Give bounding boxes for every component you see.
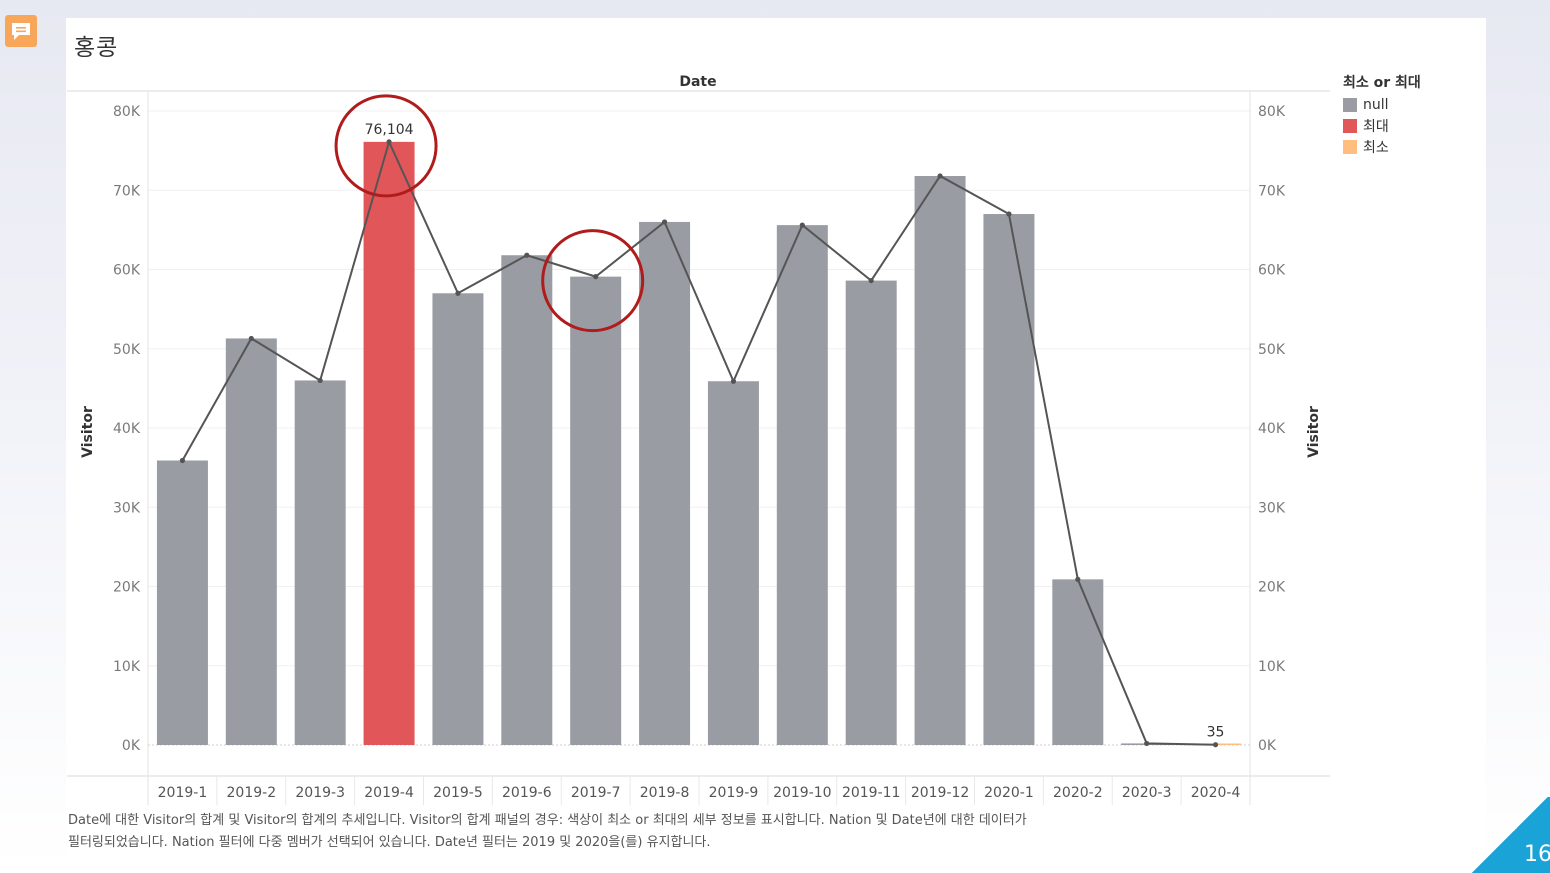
trend-point	[1212, 742, 1219, 748]
legend-swatch	[1343, 139, 1357, 154]
chart-caption: Date에 대한 Visitor의 합계 및 Visitor의 합계의 추세입니…	[68, 810, 1258, 854]
trend-point	[455, 290, 461, 296]
trend-point	[317, 377, 323, 384]
bar-2019-12	[914, 175, 966, 746]
legend-label: null	[1363, 96, 1389, 113]
y-tick-label-right: 80K	[1258, 104, 1286, 120]
trend-line	[179, 138, 1219, 748]
bar-2019-11	[845, 280, 897, 745]
bar-2019-9	[707, 381, 759, 745]
page-corner-badge	[1470, 797, 1550, 873]
trend-line-path	[181, 138, 1216, 746]
y-tick-label-left: 30K	[113, 500, 141, 516]
chart-title: 홍콩	[74, 35, 119, 61]
x-tick-label: 2019-12	[911, 785, 970, 801]
bars	[156, 141, 1242, 746]
trend-point	[1144, 740, 1150, 747]
y-tick-label-right: 40K	[1258, 421, 1286, 437]
chart-frame	[67, 90, 1330, 805]
legend-item[interactable]: 최소	[1343, 136, 1421, 157]
trend-point	[730, 378, 737, 384]
caption-line-1: Date에 대한 Visitor의 합계 및 Visitor의 합계의 추세입니…	[68, 813, 1027, 828]
legend-title: 최소 or 최대	[1343, 75, 1421, 91]
trend-point	[386, 139, 392, 145]
trend-point	[937, 173, 943, 179]
legend-swatch	[1343, 97, 1357, 112]
bar-2019-1	[156, 460, 208, 745]
y-tick-label-left: 60K	[113, 263, 141, 279]
y-tick-label-right: 60K	[1258, 263, 1286, 279]
legend-item[interactable]: null	[1343, 94, 1421, 115]
y-tick-label-left: 0K	[122, 738, 141, 754]
y-tick-label-left: 80K	[113, 104, 141, 120]
bar-2020-2	[1052, 579, 1104, 745]
x-tick-label: 2020-1	[984, 785, 1034, 801]
x-tick-label: 2019-5	[433, 785, 483, 801]
data-label: 35	[1207, 725, 1225, 741]
bar-2019-5	[432, 293, 484, 745]
chart-labels: 0K 0K 10K 10K 20K 20K 30K 30K 40K 40K 50K 50K 60K 60K…	[80, 74, 1322, 801]
y-tick-label-left: 40K	[113, 421, 141, 437]
trend-point	[868, 277, 874, 284]
trend-point	[1006, 211, 1012, 217]
y-tick-label-right: 30K	[1258, 500, 1286, 516]
y-tick-label-right: 10K	[1258, 659, 1286, 675]
caption-line-2: 필터링되었습니다. Nation 필터에 다중 멤버가 선택되어 있습니다. D…	[68, 835, 711, 850]
comment-icon[interactable]	[5, 15, 37, 47]
legend-swatch	[1343, 118, 1357, 133]
x-tick-label: 2019-8	[640, 785, 690, 801]
bar-2019-3	[294, 380, 346, 745]
x-tick-label: 2019-7	[571, 785, 621, 801]
y-tick-label-right: 0K	[1258, 738, 1277, 754]
x-axis-title: Date	[679, 74, 716, 90]
x-tick-label: 2019-3	[295, 785, 345, 801]
trend-point	[593, 274, 599, 280]
legend-label: 최소	[1363, 139, 1389, 156]
x-tick-label: 2019-2	[227, 785, 277, 801]
legend-item[interactable]: 최대	[1343, 115, 1421, 136]
annotations	[334, 94, 645, 333]
y-tick-label-right: 70K	[1258, 183, 1286, 199]
y-tick-label-right: 50K	[1258, 342, 1286, 358]
trend-point	[248, 335, 254, 342]
y-tick-label-right: 20K	[1258, 580, 1286, 596]
x-tick-label: 2019-9	[709, 785, 759, 801]
page-number: 16	[1524, 842, 1550, 867]
highlight-circle-2019-7	[541, 229, 645, 333]
bar-2019-6	[501, 255, 553, 746]
x-tick-label: 2020-3	[1122, 785, 1172, 801]
x-tick-label: 2020-4	[1191, 785, 1241, 801]
x-tick-label: 2019-10	[773, 785, 832, 801]
highlight-circle-2019-4	[334, 94, 438, 198]
y-axis-title-left: Visitor	[80, 406, 96, 458]
y-tick-label-left: 20K	[113, 580, 141, 596]
bar-2019-8	[639, 221, 691, 745]
legend-label: 최대	[1363, 118, 1389, 135]
bar-2019-4	[363, 141, 415, 745]
y-tick-label-left: 50K	[113, 342, 141, 358]
trend-point	[179, 457, 186, 464]
data-label: 76,104	[365, 122, 414, 138]
x-tick-label: 2019-4	[364, 785, 414, 801]
trend-point	[524, 252, 530, 258]
bar-2019-7	[570, 276, 622, 745]
y-tick-label-left: 10K	[113, 659, 141, 675]
trend-point	[1075, 576, 1081, 582]
x-tick-label: 2019-1	[158, 785, 208, 801]
x-tick-label: 2020-2	[1053, 785, 1103, 801]
y-axis-title-right: Visitor	[1306, 406, 1322, 458]
trend-point	[799, 222, 805, 228]
bar-2020-1	[983, 214, 1035, 745]
bar-2019-2	[225, 338, 277, 745]
bar-2019-10	[776, 225, 828, 745]
x-tick-label: 2019-6	[502, 785, 552, 801]
y-tick-label-left: 70K	[113, 183, 141, 199]
x-tick-label: 2019-11	[842, 785, 901, 801]
trend-point	[661, 219, 668, 225]
